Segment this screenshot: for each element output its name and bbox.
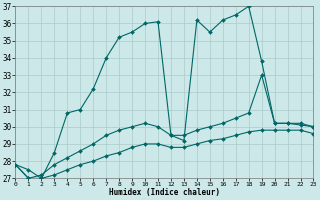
X-axis label: Humidex (Indice chaleur): Humidex (Indice chaleur) [109,188,220,197]
